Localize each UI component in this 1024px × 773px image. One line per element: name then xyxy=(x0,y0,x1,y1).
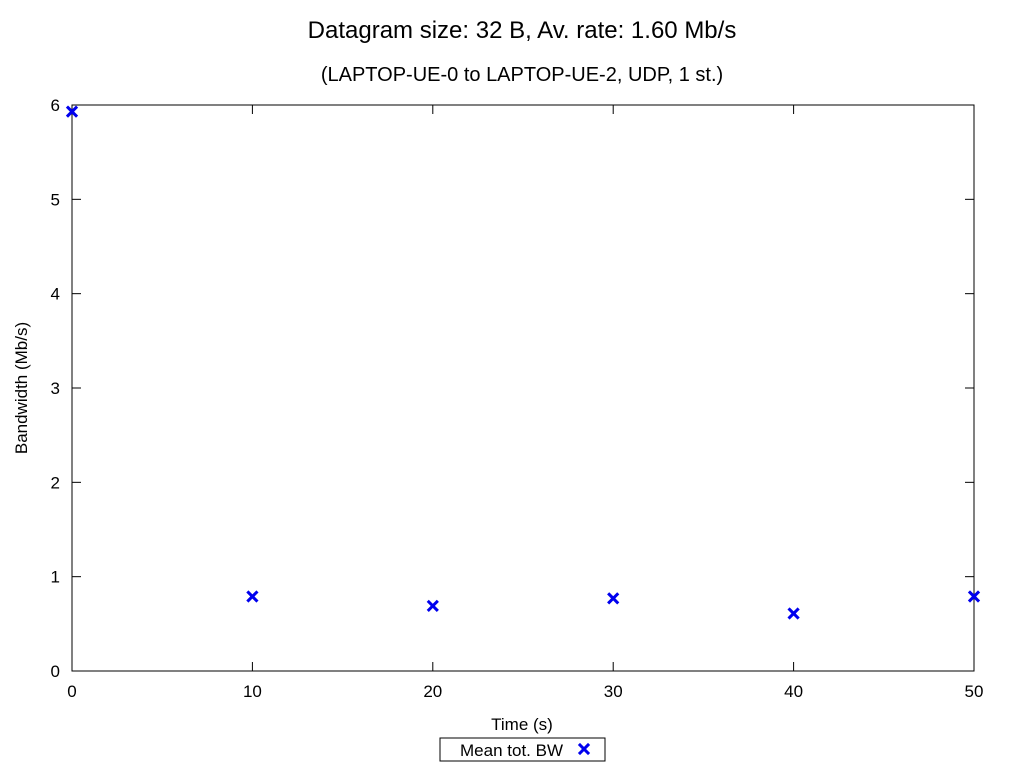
y-tick-label: 3 xyxy=(51,379,60,398)
y-tick-label: 4 xyxy=(51,285,60,304)
data-point xyxy=(967,590,981,603)
y-axis-ticks: 0 1 2 3 4 5 6 xyxy=(51,96,974,681)
y-axis-label: Bandwidth (Mb/s) xyxy=(12,322,31,454)
data-point xyxy=(787,607,800,620)
x-tick-label: 0 xyxy=(67,682,76,701)
data-point xyxy=(246,590,259,603)
y-tick-label: 6 xyxy=(51,96,60,115)
x-axis-ticks: 0 10 20 30 40 50 xyxy=(67,105,983,701)
x-tick-label: 10 xyxy=(243,682,262,701)
legend-marker-icon xyxy=(577,742,591,756)
chart-title: Datagram size: 32 B, Av. rate: 1.60 Mb/s xyxy=(308,17,737,44)
x-tick-label: 30 xyxy=(604,682,623,701)
x-tick-label: 40 xyxy=(784,682,803,701)
data-point xyxy=(426,599,439,613)
x-axis-label: Time (s) xyxy=(491,715,553,734)
data-point xyxy=(65,105,79,118)
x-tick-label: 20 xyxy=(423,682,442,701)
x-tick-label: 50 xyxy=(965,682,984,701)
legend-cross-marker xyxy=(577,742,591,756)
y-tick-label: 2 xyxy=(51,473,60,492)
y-tick-label: 5 xyxy=(51,190,60,209)
data-point xyxy=(607,592,620,605)
data-points xyxy=(65,105,981,620)
legend: Mean tot. BW xyxy=(439,737,606,762)
legend-label: Mean tot. BW xyxy=(460,741,563,760)
legend-box xyxy=(439,737,606,762)
chart-subtitle: (LAPTOP-UE-0 to LAPTOP-UE-2, UDP, 1 st.) xyxy=(321,64,723,86)
y-tick-label: 1 xyxy=(51,568,60,587)
y-tick-label: 0 xyxy=(51,662,60,681)
plot-area-border xyxy=(71,104,975,672)
